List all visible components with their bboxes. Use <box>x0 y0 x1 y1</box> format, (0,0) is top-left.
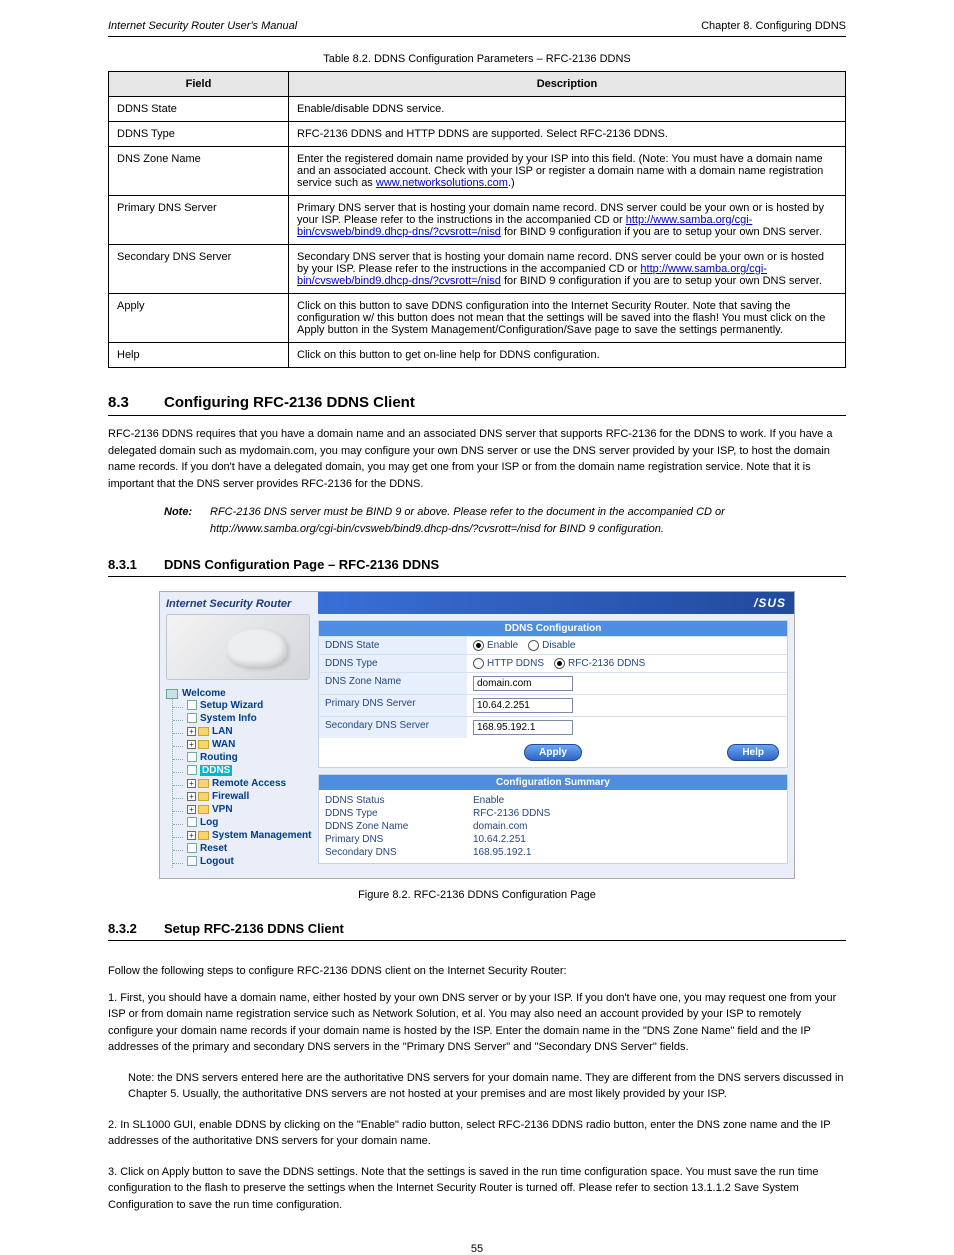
folder-icon <box>198 727 209 736</box>
expand-icon[interactable]: + <box>187 727 196 736</box>
sidebar-item-routing[interactable]: Routing <box>173 751 314 764</box>
expand-icon[interactable]: + <box>187 779 196 788</box>
step-1b: Note: the DNS servers entered here are t… <box>128 1070 846 1103</box>
header-right: Chapter 8. Configuring DDNS <box>701 20 846 32</box>
expand-icon[interactable]: + <box>187 805 196 814</box>
table-row: DDNS TypeRFC-2136 DDNS and HTTP DDNS are… <box>109 122 846 147</box>
nav-tree: Welcome Setup Wizard System Info +LAN +W… <box>166 688 314 868</box>
link-nsi[interactable]: www.networksolutions.com <box>376 177 508 189</box>
radio-dot-icon <box>473 658 484 669</box>
sect83-para: RFC-2136 DDNS requires that you have a d… <box>108 426 846 492</box>
row-secondary-dns: Secondary DNS Server <box>319 716 787 738</box>
fig82-caption: Figure 8.2. RFC-2136 DDNS Configuration … <box>108 889 846 901</box>
table-row: DNS Zone NameEnter the registered domain… <box>109 147 846 196</box>
sub-8-3-2: 8.3.2 Setup RFC-2136 DDNS Client <box>108 921 846 936</box>
table82-caption: Table 8.2. DDNS Configuration Parameters… <box>108 53 846 65</box>
expand-icon[interactable]: + <box>187 831 196 840</box>
expand-icon[interactable]: + <box>187 792 196 801</box>
step-2: 2. In SL1000 GUI, enable DDNS by clickin… <box>108 1117 846 1150</box>
sub-rule-1 <box>108 576 846 577</box>
expand-icon[interactable]: + <box>187 740 196 749</box>
th-field: Field <box>109 72 289 97</box>
topbar: /SUS <box>318 592 794 614</box>
section-rule <box>108 415 846 416</box>
sidebar-item-sysinfo[interactable]: System Info <box>173 712 314 725</box>
row-ddns-type: DDNS Type HTTP DDNS RFC-2136 DDNS <box>319 654 787 672</box>
nav-root[interactable]: Welcome <box>166 688 314 699</box>
section-8-3: 8.3 Configuring RFC-2136 DDNS Client <box>108 394 846 411</box>
sidebar-item-log[interactable]: Log <box>173 816 314 829</box>
sidebar-item-remote[interactable]: +Remote Access <box>173 777 314 790</box>
sidebar-item-firewall[interactable]: +Firewall <box>173 790 314 803</box>
page-icon <box>187 843 197 853</box>
sidebar-item-setup[interactable]: Setup Wizard <box>173 699 314 712</box>
row-ddns-state: DDNS State Enable Disable <box>319 636 787 654</box>
page-icon <box>187 817 197 827</box>
sub-8-3-1: 8.3.1 DDNS Configuration Page – RFC-2136… <box>108 557 846 572</box>
page-icon <box>187 700 197 710</box>
step-1a: 1. First, you should have a domain name,… <box>108 990 846 1056</box>
page-icon <box>187 765 197 775</box>
asus-logo: /SUS <box>754 596 786 610</box>
root-icon <box>166 689 178 699</box>
summary-row: Primary DNS10.64.2.251 <box>319 833 787 846</box>
sidebar-item-wan[interactable]: +WAN <box>173 738 314 751</box>
sidebar-item-vpn[interactable]: +VPN <box>173 803 314 816</box>
radio-disable[interactable]: Disable <box>528 640 575 651</box>
device-image <box>166 614 310 680</box>
header-left: Internet Security Router User's Manual <box>108 20 297 32</box>
summary-row: DDNS StatusEnable <box>319 794 787 807</box>
sidebar-item-logout[interactable]: Logout <box>173 855 314 868</box>
th-desc: Description <box>289 72 846 97</box>
zone-name-input[interactable] <box>473 676 573 691</box>
table-row: Secondary DNS ServerSecondary DNS server… <box>109 245 846 294</box>
radio-rfc-ddns[interactable]: RFC-2136 DDNS <box>554 658 645 669</box>
table82: Field Description DDNS StateEnable/disab… <box>108 71 846 368</box>
summary-row: Secondary DNS168.95.192.1 <box>319 846 787 859</box>
page-icon <box>187 856 197 866</box>
summary-row: DDNS Zone Namedomain.com <box>319 820 787 833</box>
page-number: 55 <box>108 1243 846 1255</box>
ddns-config-panel: DDNS Configuration DDNS State Enable Dis… <box>318 620 788 768</box>
primary-dns-input[interactable] <box>473 698 573 713</box>
table-row: Primary DNS ServerPrimary DNS server tha… <box>109 196 846 245</box>
sidebar: Internet Security Router Welcome Setup W… <box>160 592 318 878</box>
radio-enable[interactable]: Enable <box>473 640 518 651</box>
sidebar-item-lan[interactable]: +LAN <box>173 725 314 738</box>
table-row: HelpClick on this button to get on-line … <box>109 343 846 368</box>
row-zone-name: DNS Zone Name <box>319 672 787 694</box>
folder-icon <box>198 740 209 749</box>
step-3: 3. Click on Apply button to save the DDN… <box>108 1164 846 1214</box>
summary-row: DDNS TypeRFC-2136 DDNS <box>319 807 787 820</box>
page-header: Internet Security Router User's Manual C… <box>108 20 846 32</box>
radio-dot-icon <box>473 640 484 651</box>
folder-icon <box>198 831 209 840</box>
folder-icon <box>198 805 209 814</box>
sidebar-item-sysmgmt[interactable]: +System Management <box>173 829 314 842</box>
config-summary-panel: Configuration Summary DDNS StatusEnable … <box>318 774 788 864</box>
table-row: DDNS StateEnable/disable DDNS service. <box>109 97 846 122</box>
table-row: ApplyClick on this button to save DDNS c… <box>109 294 846 343</box>
figure-8-2: Internet Security Router Welcome Setup W… <box>159 591 795 879</box>
sect83-note: Note: RFC-2136 DNS server must be BIND 9… <box>164 504 846 537</box>
sidebar-item-ddns[interactable]: DDNS <box>173 764 314 777</box>
radio-dot-icon <box>528 640 539 651</box>
brand-title: Internet Security Router <box>166 598 314 610</box>
header-rule <box>108 36 846 37</box>
sidebar-item-reset[interactable]: Reset <box>173 842 314 855</box>
page-icon <box>187 713 197 723</box>
row-primary-dns: Primary DNS Server <box>319 694 787 716</box>
panel-title: Configuration Summary <box>319 775 787 790</box>
help-button[interactable]: Help <box>727 744 779 761</box>
apply-button[interactable]: Apply <box>524 744 582 761</box>
radio-http-ddns[interactable]: HTTP DDNS <box>473 658 544 669</box>
folder-icon <box>198 792 209 801</box>
steps-block: Follow the following steps to configure … <box>108 963 846 1213</box>
page-icon <box>187 752 197 762</box>
folder-icon <box>198 779 209 788</box>
radio-dot-icon <box>554 658 565 669</box>
sub-rule-2 <box>108 940 846 941</box>
secondary-dns-input[interactable] <box>473 720 573 735</box>
panel-title: DDNS Configuration <box>319 621 787 636</box>
